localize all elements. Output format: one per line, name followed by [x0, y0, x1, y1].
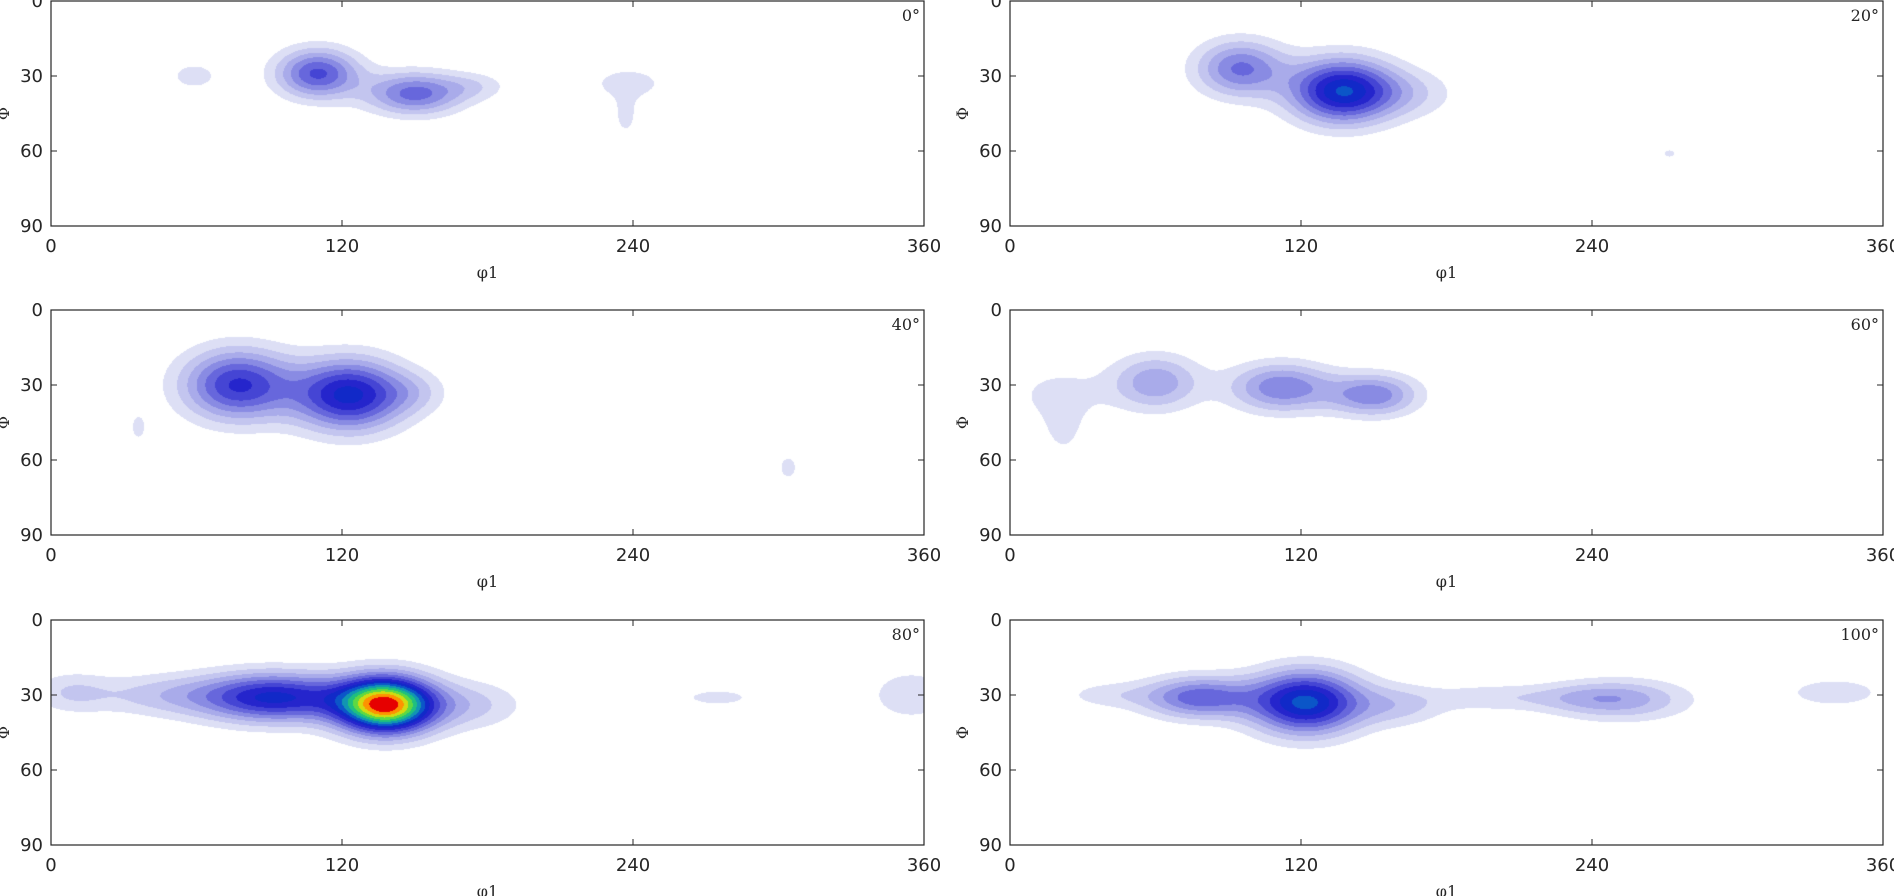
y-tick-label: 90 — [20, 525, 43, 546]
x-tick-label: 360 — [907, 545, 941, 566]
x-tick-label: 120 — [1284, 545, 1318, 566]
plot-frame — [50, 0, 925, 227]
y-axis-label: Φ — [953, 416, 972, 429]
y-tick-label: 30 — [979, 66, 1002, 87]
x-tick-label: 120 — [325, 855, 359, 876]
x-tick-label: 360 — [907, 236, 941, 257]
odf-section-panel: 0 120 240 360 0 30 60 90 φ1 Φ 0° — [0, 0, 941, 282]
section-angle-label: 60° — [1851, 315, 1879, 334]
y-tick-label: 60 — [979, 141, 1002, 162]
section-angle-label: 40° — [892, 315, 920, 334]
y-tick-label: 30 — [20, 685, 43, 706]
density-contour-map — [51, 620, 924, 845]
x-tick-label: 0 — [45, 545, 56, 566]
y-tick-label: 60 — [20, 141, 43, 162]
y-tick-label: 90 — [979, 216, 1002, 237]
y-axis-label: Φ — [0, 726, 13, 739]
x-tick-label: 0 — [45, 855, 56, 876]
x-axis-label: φ1 — [477, 572, 498, 591]
section-angle-label: 20° — [1851, 6, 1879, 25]
y-tick-label: 90 — [979, 525, 1002, 546]
x-tick-label: 240 — [1575, 855, 1609, 876]
y-axis-label: Φ — [953, 726, 972, 739]
plot-frame — [1009, 0, 1884, 227]
x-tick-label: 240 — [616, 545, 650, 566]
y-tick-label: 60 — [20, 450, 43, 471]
x-axis-label: φ1 — [1436, 263, 1457, 282]
plot-frame — [50, 619, 925, 846]
odf-section-panel: 0 120 240 360 0 30 60 90 φ1 Φ 20° — [953, 0, 1894, 282]
x-axis-label: φ1 — [1436, 882, 1457, 896]
y-tick-label: 0 — [32, 0, 43, 12]
section-angle-label: 100° — [1840, 625, 1879, 644]
y-tick-label: 30 — [20, 66, 43, 87]
y-tick-label: 0 — [32, 610, 43, 631]
density-contour-map — [1010, 310, 1883, 535]
x-tick-label: 0 — [1004, 545, 1015, 566]
x-tick-label: 120 — [325, 236, 359, 257]
x-tick-label: 360 — [907, 855, 941, 876]
y-tick-label: 30 — [20, 375, 43, 396]
density-contour-map — [1010, 1, 1883, 226]
section-angle-label: 0° — [902, 6, 920, 25]
odf-section-panel: 0 120 240 360 0 30 60 90 φ1 Φ 60° — [953, 300, 1894, 591]
y-axis-label: Φ — [0, 107, 13, 120]
odf-section-panel: 0 120 240 360 0 30 60 90 φ1 Φ 100° — [953, 610, 1894, 896]
x-tick-label: 120 — [1284, 855, 1318, 876]
section-angle-label: 80° — [892, 625, 920, 644]
x-axis-label: φ1 — [477, 882, 498, 896]
density-contour-map — [1010, 620, 1883, 845]
y-tick-label: 0 — [32, 300, 43, 321]
y-tick-label: 0 — [991, 610, 1002, 631]
odf-section-panel: 0 120 240 360 0 30 60 90 φ1 Φ 40° — [0, 300, 941, 591]
y-tick-label: 90 — [20, 216, 43, 237]
x-tick-label: 240 — [1575, 545, 1609, 566]
x-tick-label: 360 — [1866, 236, 1894, 257]
y-tick-label: 0 — [991, 0, 1002, 12]
x-axis-label: φ1 — [1436, 572, 1457, 591]
y-tick-label: 0 — [991, 300, 1002, 321]
x-axis-label: φ1 — [477, 263, 498, 282]
y-tick-label: 60 — [979, 760, 1002, 781]
x-tick-label: 120 — [1284, 236, 1318, 257]
density-contour-map — [51, 1, 924, 226]
y-tick-label: 90 — [979, 835, 1002, 856]
y-tick-label: 30 — [979, 685, 1002, 706]
odf-section-panel: 0 120 240 360 0 30 60 90 φ1 Φ 80° — [0, 610, 941, 896]
plot-frame — [1009, 309, 1884, 536]
y-tick-label: 60 — [20, 760, 43, 781]
x-tick-label: 360 — [1866, 855, 1894, 876]
x-tick-label: 360 — [1866, 545, 1894, 566]
plot-frame — [50, 309, 925, 536]
x-tick-label: 0 — [1004, 236, 1015, 257]
y-tick-label: 90 — [20, 835, 43, 856]
x-tick-label: 240 — [616, 236, 650, 257]
x-tick-label: 240 — [616, 855, 650, 876]
y-axis-label: Φ — [0, 416, 13, 429]
density-contour-map — [51, 310, 924, 535]
y-axis-label: Φ — [953, 107, 972, 120]
x-tick-label: 240 — [1575, 236, 1609, 257]
x-tick-label: 0 — [45, 236, 56, 257]
y-tick-label: 30 — [979, 375, 1002, 396]
x-tick-label: 0 — [1004, 855, 1015, 876]
plot-frame — [1009, 619, 1884, 846]
x-tick-label: 120 — [325, 545, 359, 566]
y-tick-label: 60 — [979, 450, 1002, 471]
